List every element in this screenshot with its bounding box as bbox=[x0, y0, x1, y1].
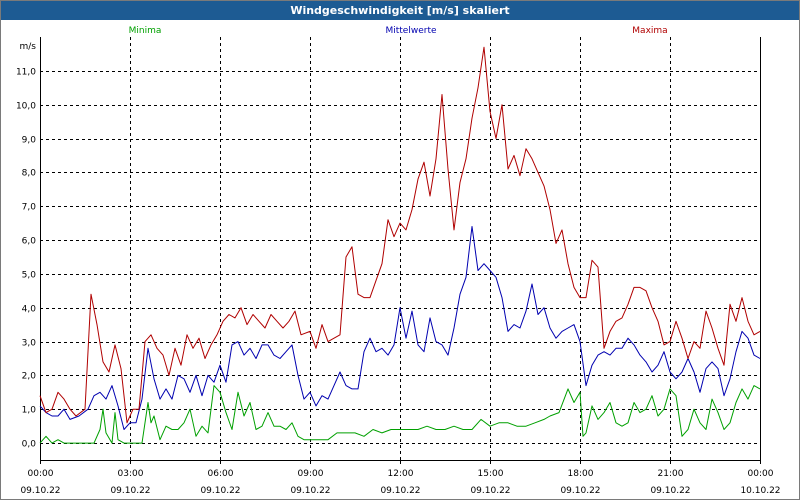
x-tick-time: 00:00 bbox=[748, 469, 774, 479]
legend: Minima Mittelwerte Maxima bbox=[129, 26, 668, 36]
x-tick-date: 09.10.22 bbox=[380, 486, 420, 496]
legend-mittelwerte: Mittelwerte bbox=[385, 26, 436, 36]
y-tick-label: 2,0 bbox=[22, 372, 37, 382]
x-tick-time: 06:00 bbox=[208, 469, 234, 479]
x-tick-time: 00:00 bbox=[28, 469, 54, 479]
y-tick-label: 3,0 bbox=[22, 339, 37, 349]
x-tick-time: 18:00 bbox=[568, 469, 594, 479]
x-tick-date: 09.10.22 bbox=[110, 486, 150, 496]
y-tick-label: 10,0 bbox=[16, 102, 36, 112]
tick-labels: 0,0 1,0 2,0 3,0 4,0 5,0 6,0 7,0 8,0 9,0 10,0 11,0 m/… bbox=[16, 42, 781, 496]
grid bbox=[40, 37, 760, 460]
series-line-maxima bbox=[39, 46, 761, 424]
y-tick-label: 8,0 bbox=[22, 169, 37, 179]
x-tick-time: 12:00 bbox=[388, 469, 414, 479]
x-tick-time: 03:00 bbox=[118, 469, 144, 479]
x-tick-date: 09.10.22 bbox=[650, 486, 690, 496]
y-tick-label: 7,0 bbox=[22, 203, 37, 213]
x-tick-time: 15:00 bbox=[478, 469, 504, 479]
x-tick-date: 09.10.22 bbox=[470, 486, 510, 496]
series-line-mittelwerte bbox=[39, 226, 761, 430]
y-tick-label: 0,0 bbox=[22, 440, 37, 450]
y-tick-label: 1,0 bbox=[22, 406, 37, 416]
y-tick-label: 9,0 bbox=[22, 136, 37, 146]
x-tick-date: 09.10.22 bbox=[20, 486, 60, 496]
x-tick-date: 09.10.22 bbox=[200, 486, 240, 496]
x-tick-date: 10.10.22 bbox=[740, 486, 780, 496]
chart-title: Windgeschwindigkeit [m/s] skaliert bbox=[1, 1, 799, 20]
series-lines bbox=[39, 46, 761, 444]
x-tick-time: 09:00 bbox=[298, 469, 324, 479]
legend-minima: Minima bbox=[129, 26, 162, 36]
y-tick-label: 11,0 bbox=[16, 68, 36, 78]
y-tick-label: 5,0 bbox=[22, 271, 37, 281]
y-tick-label: 6,0 bbox=[22, 237, 37, 247]
legend-maxima: Maxima bbox=[632, 26, 667, 36]
y-tick-label: 4,0 bbox=[22, 305, 37, 315]
x-tick-date: 09.10.22 bbox=[560, 486, 600, 496]
x-tick-time: 21:00 bbox=[658, 469, 684, 479]
x-tick-date: 09.10.22 bbox=[290, 486, 330, 496]
series-line-minima bbox=[39, 385, 761, 444]
axes bbox=[40, 37, 761, 464]
y-axis-label: m/s bbox=[20, 42, 37, 52]
